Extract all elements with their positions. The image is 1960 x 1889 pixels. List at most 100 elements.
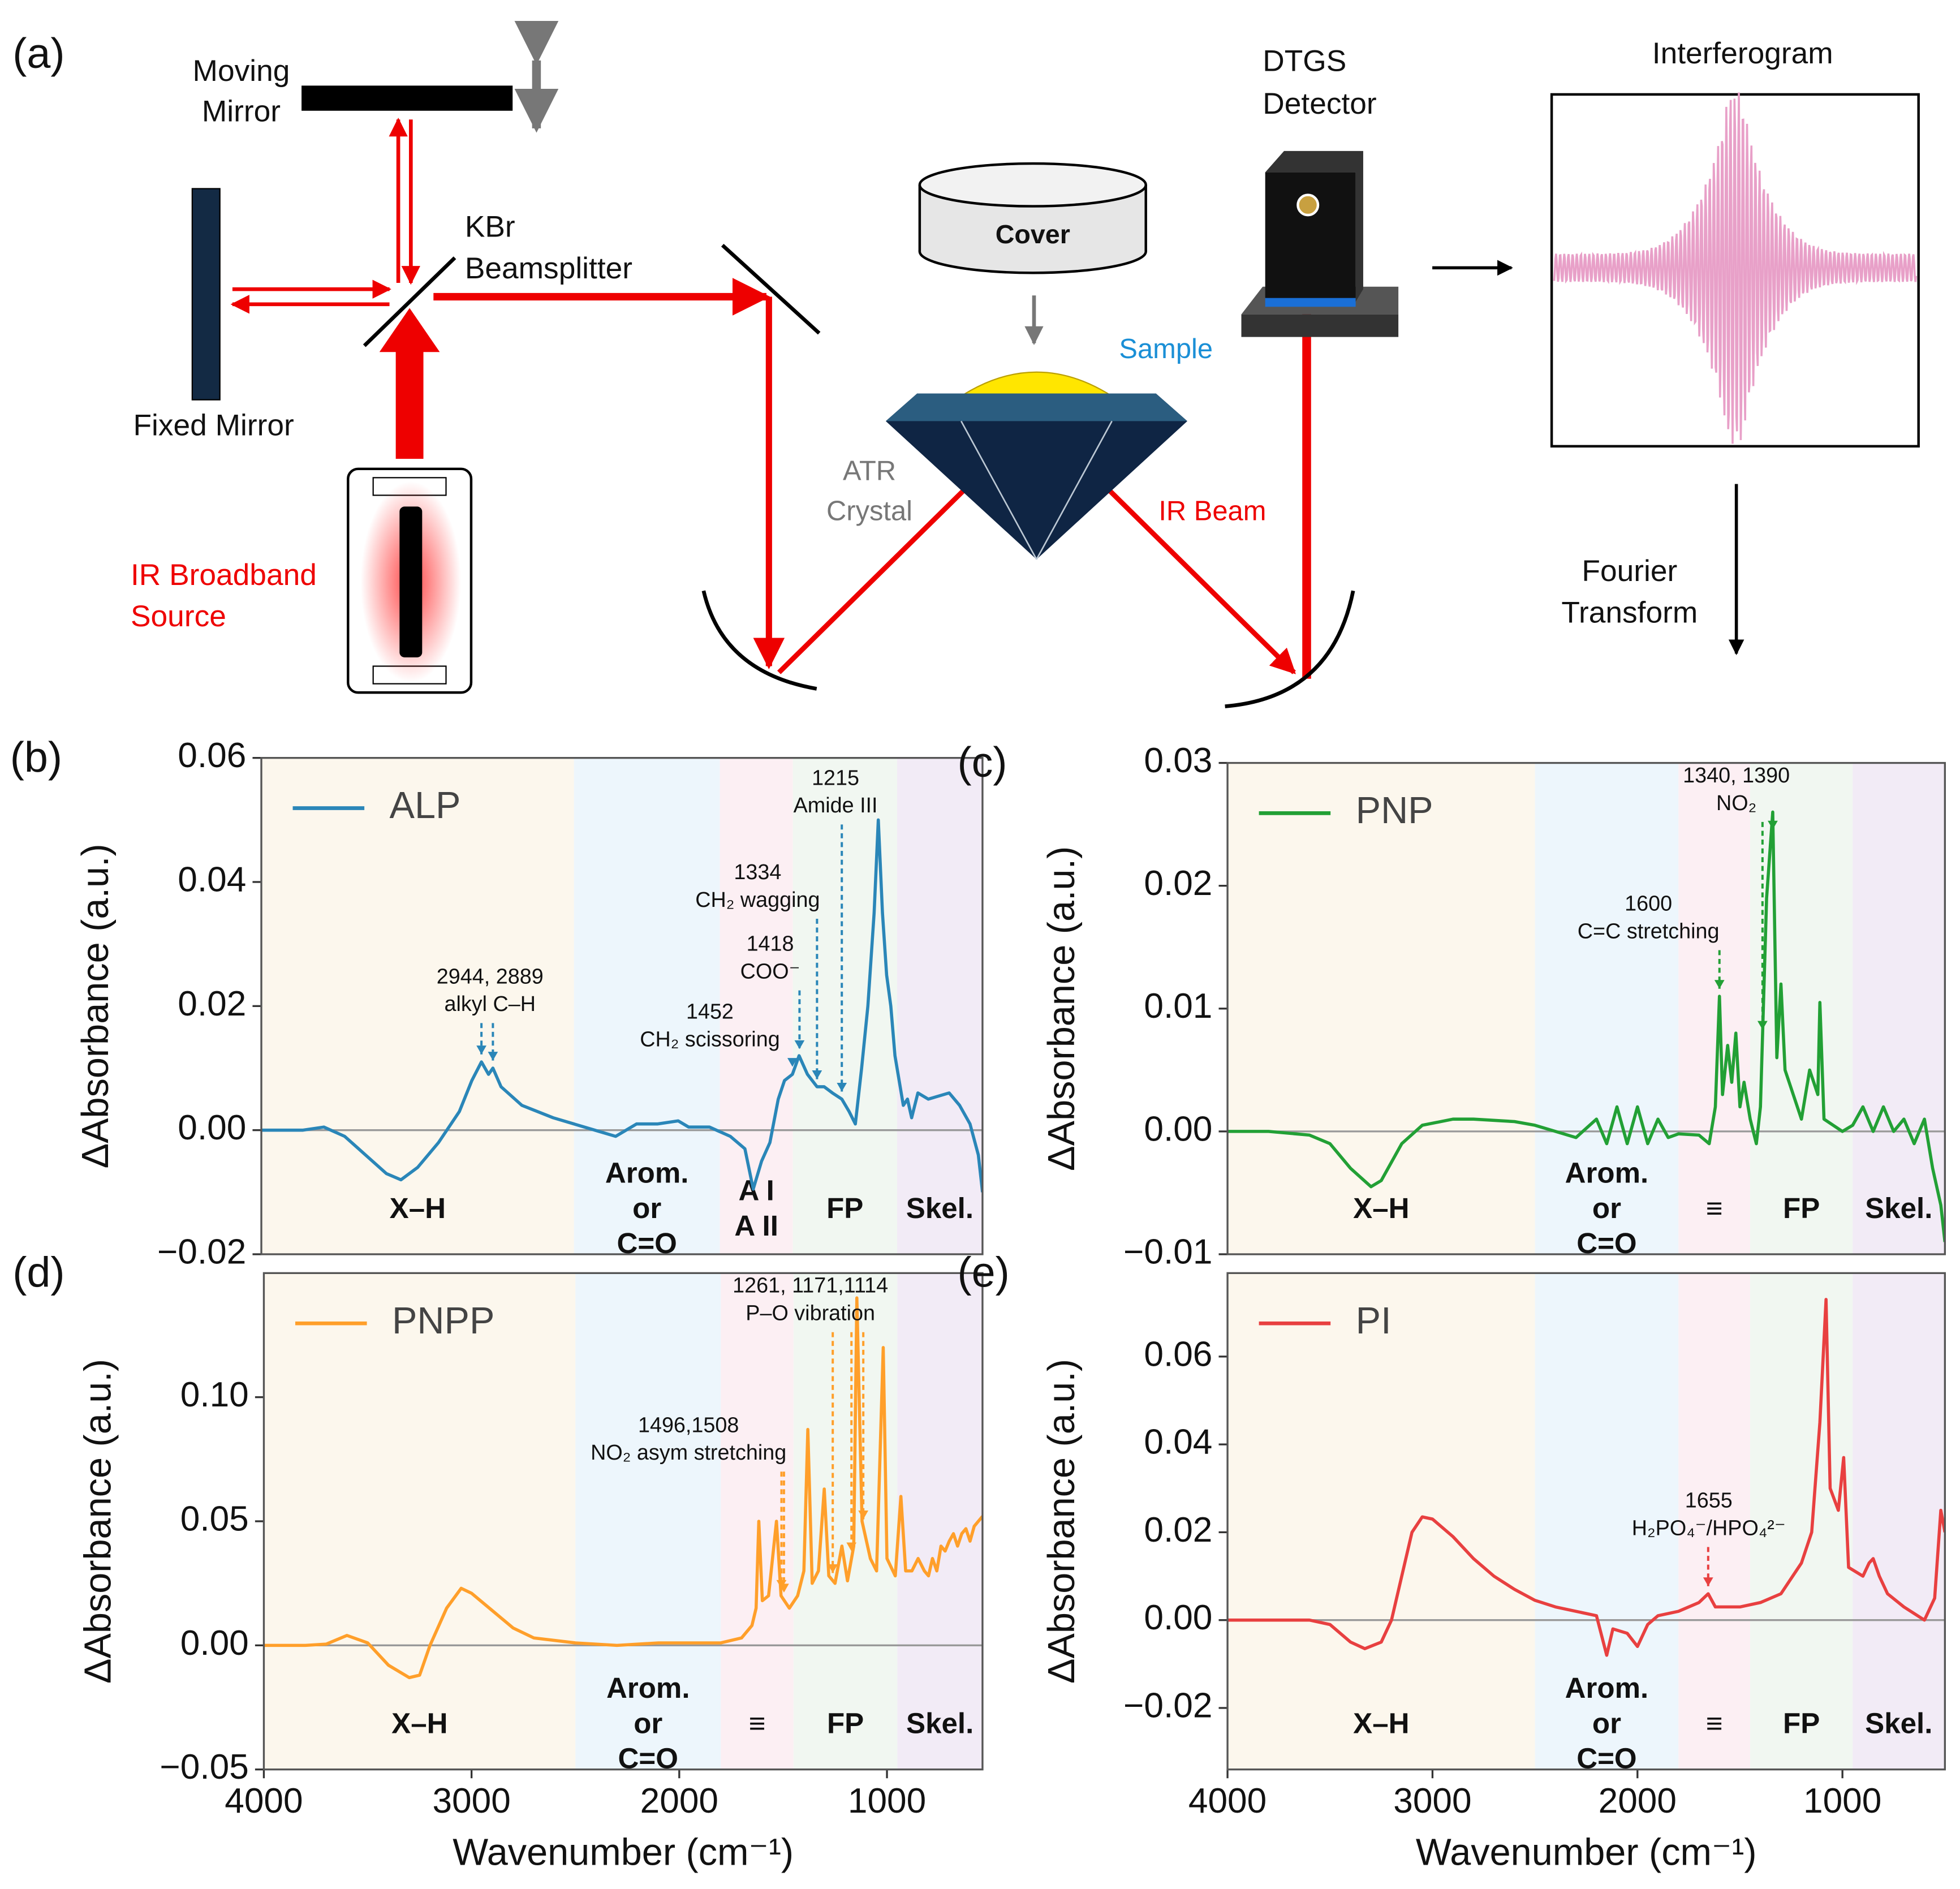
arrow-head xyxy=(837,1082,847,1092)
y-tick-label: −0.02 xyxy=(1123,1686,1212,1725)
label: Crystal xyxy=(826,496,912,526)
region xyxy=(261,758,574,1255)
region xyxy=(1227,763,1535,1255)
label: Cover xyxy=(996,220,1070,249)
y-tick-label: 0.00 xyxy=(1144,1598,1212,1637)
region-label: Arom. xyxy=(1565,1672,1649,1704)
annotation-label: NO₂ asym stretching xyxy=(591,1440,786,1464)
arrow-head xyxy=(476,1045,486,1055)
arrow-head xyxy=(488,1052,498,1061)
region xyxy=(1227,1273,1535,1770)
region xyxy=(264,1273,576,1770)
panel-label: (e) xyxy=(958,1249,1010,1297)
setup-diagram: (a) Moving Mirror Fixed Mirror KBr Beams… xyxy=(12,20,1920,708)
annotation-label: 1496,1508 xyxy=(638,1413,739,1436)
label: Beamsplitter xyxy=(465,252,632,285)
spectrum-line xyxy=(1227,1298,1945,1657)
label: Fourier xyxy=(1582,554,1677,588)
cover xyxy=(918,162,1147,208)
x-tick-label: 2000 xyxy=(1599,1782,1677,1821)
x-tick-label: 4000 xyxy=(225,1782,303,1821)
x-axis-label: Wavenumber (cm⁻¹) xyxy=(1416,1831,1757,1873)
region-label: or xyxy=(1592,1707,1621,1739)
legend-label: PI xyxy=(1356,1300,1392,1342)
region-label: Skel. xyxy=(906,1192,973,1224)
detector-base xyxy=(1241,314,1399,337)
y-tick-label: 0.04 xyxy=(1144,1423,1212,1462)
y-tick-label: 0.05 xyxy=(180,1499,249,1538)
region-label: X–H xyxy=(1353,1192,1409,1224)
y-tick-label: −0.01 xyxy=(1123,1232,1212,1271)
beamsplitter xyxy=(363,256,456,347)
annotation-label: CH₂ wagging xyxy=(695,888,820,911)
label: Fixed Mirror xyxy=(133,409,294,442)
spectrum-line xyxy=(264,1296,983,1680)
region-label: Arom. xyxy=(1565,1157,1649,1189)
label: Transform xyxy=(1561,596,1698,630)
annotation-label: 1261, 1171,1114 xyxy=(733,1273,888,1297)
plot-frame xyxy=(262,1272,984,1771)
annotation-label: CH₂ scissoring xyxy=(640,1027,779,1051)
region-label: A II xyxy=(734,1210,778,1242)
region-label: or xyxy=(632,1192,661,1224)
source-element xyxy=(399,506,423,657)
y-axis-label: ΔAbsorbance (a.u.) xyxy=(1041,846,1083,1171)
region-label: Skel. xyxy=(1865,1707,1932,1739)
region xyxy=(1750,763,1853,1255)
legend-label: PNP xyxy=(1356,790,1433,832)
label: Detector xyxy=(1263,87,1376,121)
region xyxy=(897,758,983,1255)
region-label: FP xyxy=(1783,1192,1820,1224)
y-tick-label: 0.06 xyxy=(1144,1335,1212,1374)
label: Source xyxy=(131,600,226,633)
annotation-label: COO⁻ xyxy=(740,959,800,983)
region xyxy=(575,1273,721,1770)
x-tick-label: 1000 xyxy=(1803,1782,1881,1821)
region xyxy=(574,758,720,1255)
region-label: or xyxy=(634,1707,662,1739)
region-label: FP xyxy=(1783,1707,1820,1739)
y-tick-label: 0.10 xyxy=(180,1375,249,1414)
x-tick-label: 4000 xyxy=(1188,1782,1267,1821)
annotation-label: Amide III xyxy=(794,793,878,817)
y-axis-label: ΔAbsorbance (a.u.) xyxy=(1041,1359,1083,1684)
x-tick-label: 3000 xyxy=(432,1782,510,1821)
x-axis-label: Wavenumber (cm⁻¹) xyxy=(453,1831,794,1873)
y-tick-label: 0.00 xyxy=(1144,1109,1212,1148)
annotation-label: P–O vibration xyxy=(746,1301,875,1325)
y-tick-label: −0.05 xyxy=(160,1748,248,1787)
panel-label: (c) xyxy=(958,739,1007,786)
plot-frame xyxy=(260,756,984,1255)
y-tick-label: 0.01 xyxy=(1144,987,1212,1026)
annotation-label: 1215 xyxy=(812,765,859,789)
atr-plate xyxy=(885,393,1187,421)
region-label: Arom. xyxy=(606,1672,690,1704)
region xyxy=(1678,763,1751,1255)
label: Interferogram xyxy=(1652,37,1833,70)
detector-strip xyxy=(1265,296,1356,307)
detector-window xyxy=(1296,193,1320,217)
region xyxy=(1853,1273,1945,1770)
moving-mirror xyxy=(301,85,513,111)
region xyxy=(792,758,897,1255)
region-label: Arom. xyxy=(605,1157,689,1189)
annotation-label: 1452 xyxy=(686,1000,734,1023)
arrow-head xyxy=(794,1040,805,1049)
y-axis-label: ΔAbsorbance (a.u.) xyxy=(75,844,117,1168)
curved-mirror xyxy=(701,590,817,691)
y-tick-label: 0.00 xyxy=(178,1108,246,1147)
region xyxy=(1535,763,1679,1255)
spectrum-line xyxy=(261,818,983,1193)
arrow-head xyxy=(858,1511,869,1520)
curved-mirror xyxy=(1225,590,1355,708)
annotation-label: C=C stretching xyxy=(1578,919,1720,943)
region xyxy=(1750,1273,1853,1770)
arrow-head xyxy=(846,1542,857,1552)
region-label: X–H xyxy=(1353,1707,1409,1739)
label: DTGS xyxy=(1263,44,1346,78)
annotation-label: NO₂ xyxy=(1716,791,1756,815)
legend-label: PNPP xyxy=(392,1300,494,1342)
